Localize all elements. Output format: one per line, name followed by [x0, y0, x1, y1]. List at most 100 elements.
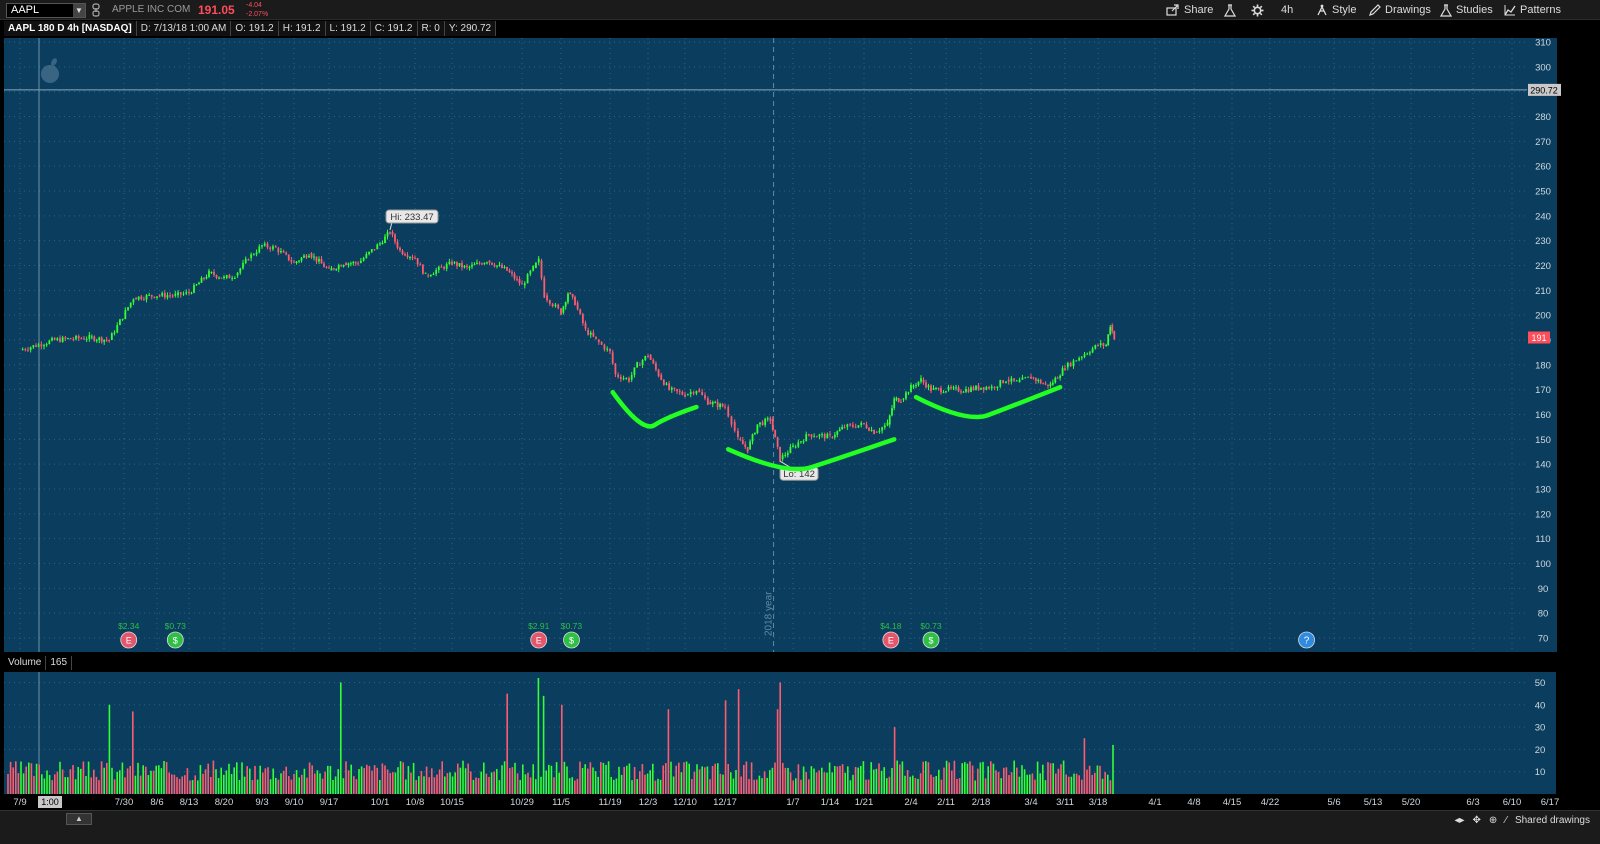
studies-label: Studies	[1456, 4, 1493, 16]
candle-body	[1013, 378, 1015, 381]
volume-bar	[527, 772, 529, 794]
price-chart[interactable]: 2018 year 70 80 90 100 110 120 130 140 150 160 170 1…	[0, 38, 1600, 654]
volume-bar	[254, 765, 256, 794]
volume-bar	[228, 763, 230, 794]
candle-body	[453, 262, 456, 264]
volume-chart[interactable]: 10 20 30 40 50 7/9 7/30 8/6 8/13 8/20 9/3 9/10 9/17 1…	[0, 672, 1600, 812]
volume-bar	[405, 779, 407, 794]
y-tick-label: 120	[1535, 509, 1551, 520]
candle-body	[727, 407, 730, 417]
y-tick-label: 170	[1535, 385, 1551, 396]
volume-bar	[340, 682, 342, 794]
y-tick-label: 90	[1538, 584, 1549, 595]
drawings-button[interactable]: Drawings	[1369, 2, 1431, 18]
pane-separator[interactable]	[0, 654, 1600, 656]
volume-bar	[444, 776, 446, 794]
style-button[interactable]: Style	[1316, 2, 1356, 18]
candle-body	[655, 363, 657, 370]
candle-body	[942, 392, 945, 394]
candle-body	[440, 266, 443, 268]
volume-bar	[155, 765, 157, 794]
volume-bar	[867, 779, 870, 794]
volume-bar	[298, 777, 300, 794]
annotation-label: Lo: 142	[783, 469, 815, 480]
candle-body	[506, 266, 508, 271]
shared-drawings-label[interactable]: Shared drawings	[1514, 815, 1590, 826]
candle-body	[950, 387, 952, 389]
x-tick-label: 6/3	[1466, 797, 1479, 808]
volume-bar	[233, 767, 235, 794]
candle-body	[119, 319, 121, 326]
info-y: Y: 290.72	[444, 21, 497, 36]
volume-bar	[782, 762, 784, 794]
candle-body	[1097, 345, 1099, 347]
candle-body	[386, 232, 389, 237]
cursor-time-bg	[38, 796, 62, 808]
volume-bar	[873, 769, 875, 794]
candle-body	[422, 264, 424, 274]
collapse-button[interactable]: ▲	[66, 813, 92, 825]
volume-bar	[210, 776, 212, 794]
volume-bar	[943, 767, 945, 794]
volume-bar	[324, 771, 326, 794]
candle-body	[932, 388, 935, 390]
candle-body	[461, 263, 463, 268]
info-high: H: 191.2	[278, 21, 326, 36]
candle-body	[873, 429, 875, 435]
volume-bar	[821, 767, 823, 794]
volume-bar	[1088, 765, 1091, 794]
volume-bar	[938, 769, 940, 794]
zoom-icon[interactable]: ⊕	[1488, 815, 1498, 826]
volume-bar	[597, 776, 599, 794]
candle-body	[781, 455, 784, 460]
volume-bar	[106, 762, 108, 794]
volume-bar	[628, 763, 631, 794]
volume-bar	[639, 771, 641, 794]
volume-bar	[410, 772, 412, 794]
candle-body	[182, 293, 185, 295]
candle-body	[404, 254, 406, 256]
settings-button[interactable]	[1251, 2, 1264, 18]
volume-bar	[880, 770, 883, 794]
candle-body	[362, 258, 365, 261]
volume-bar	[150, 770, 152, 794]
candle-body	[414, 258, 416, 260]
volume-bar	[568, 778, 571, 794]
volume-bar	[940, 779, 943, 794]
chevron-down-icon[interactable]: ▼	[73, 4, 85, 17]
volume-bar	[134, 775, 137, 794]
candle-body	[719, 403, 722, 408]
volume-bar	[774, 762, 776, 794]
symbol-selector[interactable]: AAPL ▼	[6, 3, 86, 18]
volume-bar	[392, 772, 394, 794]
volume-bar	[797, 764, 800, 794]
volume-bar	[423, 776, 425, 794]
volume-bar	[875, 768, 878, 794]
earnings-label: $2.34	[118, 621, 140, 631]
crosshair-icon[interactable]: ✥	[1472, 815, 1481, 826]
volume-bar	[883, 767, 885, 794]
volume-bar	[202, 773, 204, 794]
share-button[interactable]: Share	[1166, 2, 1213, 18]
pencil-icon[interactable]: ⁄	[1505, 815, 1507, 826]
volume-bar	[631, 780, 633, 794]
timeframe-button[interactable]: 4h	[1281, 2, 1293, 18]
candle-body	[792, 445, 794, 447]
volume-bar	[675, 765, 677, 794]
volume-bar	[979, 762, 982, 794]
volume-bar	[121, 762, 124, 794]
link-icon[interactable]	[91, 3, 101, 17]
patterns-button[interactable]: Patterns	[1504, 2, 1561, 18]
flask-button[interactable]	[1224, 2, 1236, 18]
volume-bar	[51, 780, 53, 794]
volume-bar	[204, 769, 207, 794]
volume-bar	[85, 776, 87, 794]
volume-bar	[399, 761, 402, 794]
price-chart-pane[interactable]	[4, 38, 1556, 652]
pan-icon[interactable]: ◂▸	[1454, 815, 1465, 826]
candle-body	[638, 364, 641, 366]
volume-bar	[636, 779, 638, 794]
studies-button[interactable]: Studies	[1440, 2, 1493, 18]
volume-bar	[776, 709, 779, 794]
upcoming-marker: ?	[1298, 631, 1315, 649]
